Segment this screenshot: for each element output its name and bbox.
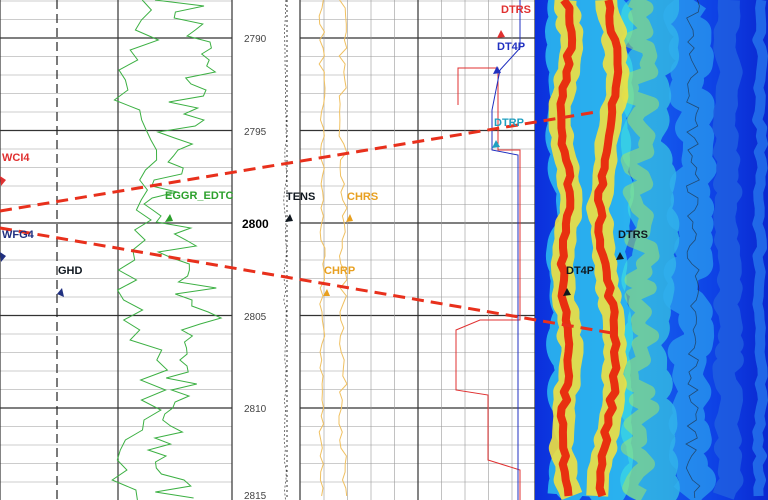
- waveform-band: [556, 0, 577, 497]
- curve-label: GHD: [58, 265, 83, 277]
- arrow: [165, 214, 173, 222]
- curve-label: DTRS: [501, 4, 531, 16]
- curve-label: EGGR_EDTC: [165, 190, 234, 202]
- label-arrows: [0, 30, 624, 297]
- curve-labels: WCI4 WFG4 GHD EGGR_EDTC TENS CHRS CHRP D…: [2, 4, 648, 277]
- arrow: [57, 288, 64, 297]
- chr-curve: [338, 0, 348, 497]
- arrow: [616, 252, 624, 260]
- waveform-band: [620, 0, 660, 500]
- correlation-line: [0, 226, 613, 335]
- chr-curve: [318, 0, 326, 497]
- arrow: [346, 214, 353, 222]
- waveform-bands: [545, 0, 768, 500]
- arrow: [563, 288, 571, 296]
- depth-label: 2790: [244, 34, 267, 45]
- arrow: [285, 214, 293, 222]
- arrow: [493, 66, 501, 74]
- gr-curve: [143, 0, 223, 499]
- arrow: [0, 176, 6, 186]
- waveform-band: [712, 0, 744, 500]
- depth-labels: 2790 2795 2800 2805 2810 2815: [242, 34, 269, 500]
- curve-label: CHRS: [347, 191, 378, 203]
- correlation-lines: [0, 110, 613, 335]
- waveform-band: [545, 0, 635, 500]
- correlation-line: [0, 110, 597, 213]
- curve-label: CHRP: [324, 265, 355, 277]
- arrow: [0, 252, 6, 262]
- waveform-trace: [685, 0, 701, 499]
- waveform-band: [594, 0, 623, 498]
- curve-label: DTRP: [494, 117, 524, 129]
- curve-label: DTRS: [618, 229, 648, 241]
- dt4p-curve: [499, 0, 521, 71]
- arrow: [323, 289, 330, 296]
- arrow: [497, 30, 505, 38]
- curve-label: WCI4: [2, 152, 30, 164]
- grid: [0, 0, 536, 500]
- dt4p-curve: [491, 69, 519, 500]
- depth-label: 2795: [244, 127, 267, 138]
- curve-label: DT4P: [497, 41, 525, 53]
- waveform-band: [663, 0, 717, 500]
- curve-label: DT4P: [566, 265, 594, 277]
- curve-label: WFG4: [2, 229, 35, 241]
- depth-label: 2810: [244, 404, 267, 415]
- depth-label: 2800: [242, 217, 269, 231]
- depth-label: 2815: [244, 491, 267, 500]
- arrow: [492, 140, 500, 148]
- waveform-band: [752, 0, 768, 497]
- depth-label: 2805: [244, 312, 267, 323]
- curve-label: TENS: [286, 191, 315, 203]
